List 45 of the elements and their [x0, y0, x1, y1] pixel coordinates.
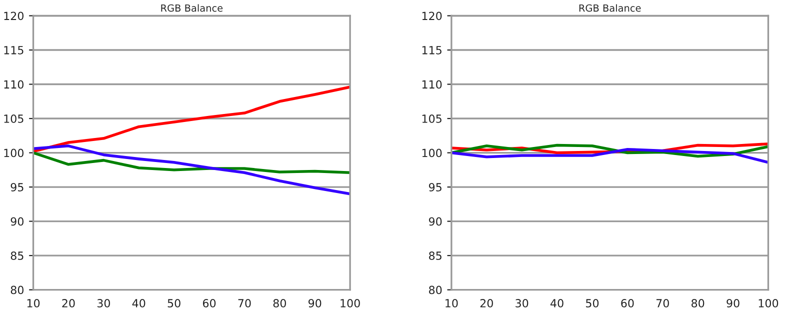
x-tick-label: 50	[168, 299, 180, 308]
x-tick-label: 100	[340, 299, 360, 308]
y-tick-label: 115	[4, 46, 24, 54]
line-series	[33, 151, 350, 174]
y-tick-label: 95	[10, 183, 24, 192]
x-tick-label: 80	[692, 299, 704, 308]
y-tick-label: 105	[4, 114, 24, 123]
x-tick-label: 80	[273, 299, 286, 308]
x-tick-label: 90	[308, 299, 322, 308]
y-tick-label: 80	[10, 286, 24, 294]
chart-title: RGB Balance	[161, 4, 223, 12]
line-series	[451, 148, 768, 164]
x-tick-label: 30	[516, 299, 528, 308]
y-tick-label: 85	[429, 252, 442, 260]
x-tick-label: 20	[480, 299, 493, 308]
y-tick-label: 105	[422, 114, 442, 123]
y-tick-label: 85	[10, 252, 24, 260]
y-tick-label: 115	[422, 46, 442, 54]
x-tick-label: 70	[238, 299, 251, 308]
x-tick-label: 50	[586, 299, 599, 308]
line-series	[33, 86, 350, 153]
y-tick-label: 110	[4, 80, 24, 89]
x-tick-label: 70	[656, 299, 669, 308]
y-tick-label: 95	[428, 183, 442, 192]
line-series	[451, 144, 768, 158]
y-tick-label: 120	[4, 12, 24, 20]
x-tick-label: 40	[132, 299, 146, 308]
x-tick-label: 20	[62, 299, 75, 308]
y-tick-label: 120	[422, 12, 442, 20]
x-tick-label: 60	[202, 299, 216, 308]
x-tick-label: 40	[550, 299, 564, 308]
y-tick-label: 110	[422, 80, 442, 89]
y-tick-label: 100	[422, 148, 442, 158]
x-tick-label: 30	[97, 299, 110, 308]
y-tick-label: 90	[10, 217, 24, 226]
x-tick-label: 100	[758, 299, 778, 308]
y-tick-label: 90	[428, 217, 442, 226]
x-tick-label: 10	[27, 299, 40, 308]
x-tick-label: 10	[446, 299, 458, 308]
y-tick-label: 100	[4, 148, 24, 158]
x-tick-label: 60	[621, 299, 634, 308]
y-tick-label: 80	[429, 286, 442, 294]
line-series	[33, 144, 350, 196]
x-tick-label: 90	[726, 299, 740, 308]
chart-title: RGB Balance	[579, 4, 641, 12]
